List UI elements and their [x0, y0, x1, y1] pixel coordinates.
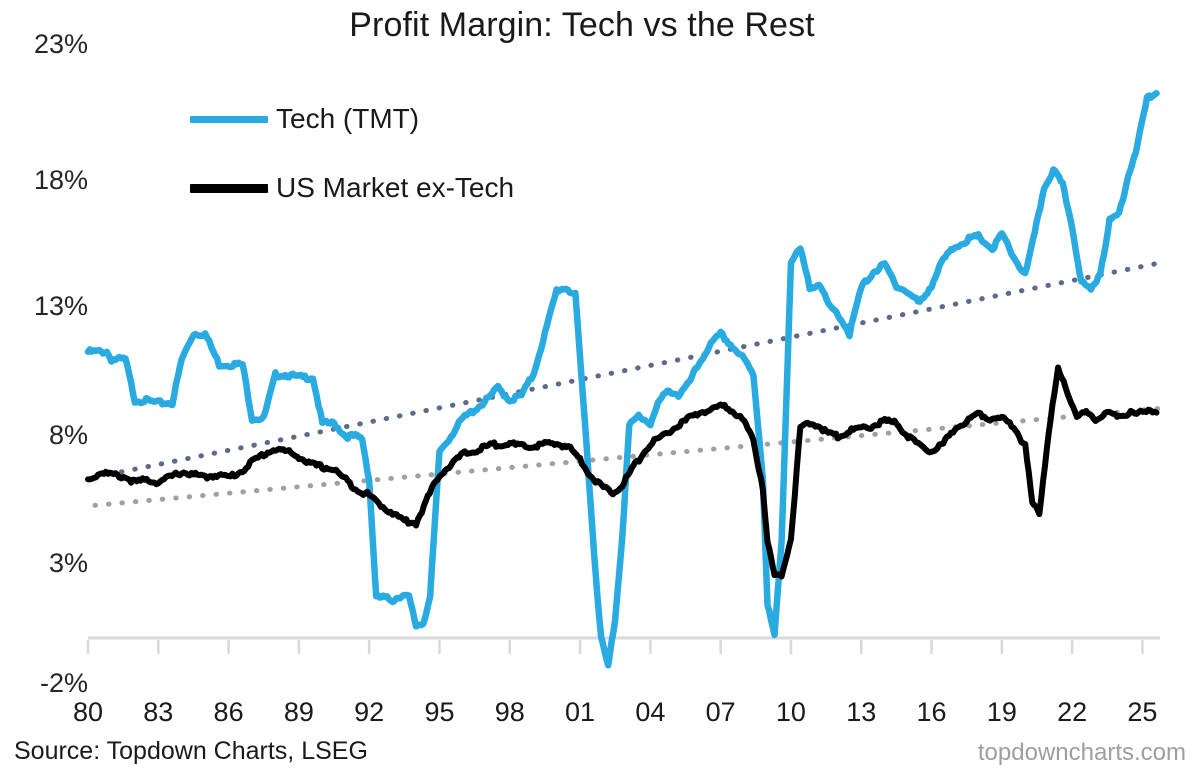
legend-label-tech: Tech (TMT) — [276, 103, 420, 134]
x-axis-tick-label: 89 — [283, 697, 314, 727]
source-note: Source: Topdown Charts, LSEG — [14, 737, 368, 765]
watermark: topdowncharts.com — [977, 739, 1186, 766]
chart-legend: Tech (TMT) US Market ex-Tech — [190, 93, 610, 214]
x-axis-tick-label: 10 — [775, 697, 806, 727]
x-axis-tick-label: 25 — [1127, 697, 1158, 727]
x-axis-tick-label: 19 — [986, 697, 1017, 727]
data-series — [84, 90, 1160, 669]
y-axis-tick-label: 13% — [33, 291, 88, 321]
y-axis-tick-label: 23% — [33, 29, 88, 59]
x-axis-tick-label: 16 — [916, 697, 947, 727]
chart-title-text: Profit Margin: Tech vs the Rest — [349, 6, 815, 44]
x-axis-tick-label: 07 — [705, 697, 736, 727]
x-axis — [86, 636, 1160, 654]
chart-title: Profit Margin: Tech vs the Rest — [0, 6, 1200, 45]
x-axis-tick-label: 83 — [143, 697, 174, 727]
x-axis-tick-label: 98 — [494, 697, 525, 727]
x-axis-ticks — [86, 640, 1144, 654]
x-axis-tick-label: 01 — [565, 697, 596, 727]
y-axis-tick-label: 18% — [33, 165, 88, 195]
legend-item-market-ex-tech: US Market ex-Tech — [190, 162, 610, 214]
x-axis-tick-label: 86 — [213, 697, 244, 727]
legend-item-tech: Tech (TMT) — [190, 93, 610, 145]
x-axis-tick-label: 22 — [1057, 697, 1088, 727]
y-axis-tick-label: 8% — [48, 420, 88, 450]
x-axis-tick-label: 95 — [424, 697, 455, 727]
y-axis-tick-label: -2% — [39, 668, 88, 698]
series-line — [85, 364, 1160, 580]
x-axis-tick-label: 80 — [72, 697, 104, 727]
legend-swatch-tech — [190, 115, 268, 123]
legend-label-market-ex-tech: US Market ex-Tech — [276, 172, 515, 203]
y-axis-tick-label: 3% — [48, 548, 88, 578]
x-axis-tick-label: 92 — [354, 697, 385, 727]
x-axis-tick-label: 04 — [635, 697, 666, 727]
x-axis-tick-label: 13 — [846, 697, 877, 727]
series-line — [84, 90, 1160, 669]
legend-swatch-market-ex-tech — [190, 183, 268, 193]
